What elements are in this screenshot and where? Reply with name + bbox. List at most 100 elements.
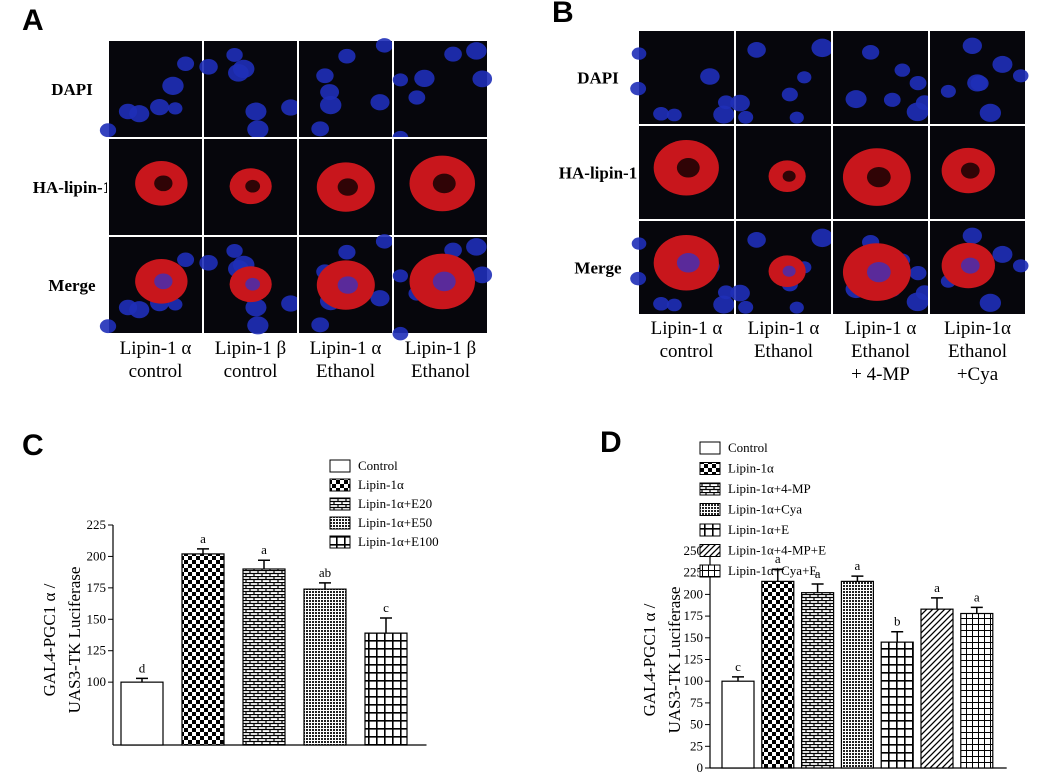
bar [880, 641, 914, 769]
column-label: Ethanol [316, 361, 375, 382]
nucleus [247, 316, 269, 335]
nucleus [781, 87, 798, 102]
legend-swatch [329, 459, 351, 473]
nucleus [168, 102, 183, 115]
y-axis-label: UAS3-TK Luciferase [665, 587, 684, 734]
nucleus [630, 271, 647, 286]
nucleus [392, 73, 408, 87]
significance-letter: a [974, 589, 980, 604]
legend-label: Lipin-1α+4-MP [728, 481, 811, 496]
nucleus [940, 84, 956, 98]
column-label: Lipin-1α [944, 318, 1011, 339]
row-label: HA-lipin-1 [33, 178, 111, 197]
nucleus [845, 90, 867, 109]
y-axis-label: GAL4-PGC1 α / [640, 603, 659, 716]
nucleus [653, 297, 670, 311]
cell-nucleus [245, 277, 261, 291]
nucleus [444, 46, 462, 62]
legend-swatch [699, 482, 721, 496]
nucleus [472, 266, 493, 284]
cell-nucleus [866, 261, 891, 283]
bar [242, 568, 286, 746]
y-tick-label: 225 [684, 565, 704, 580]
y-tick-label: 200 [684, 586, 704, 601]
column-label: Lipin-1 α [651, 318, 723, 339]
nucleus [150, 98, 170, 116]
y-tick-label: 125 [684, 652, 704, 667]
y-tick-label: 200 [87, 548, 107, 563]
cell-nucleus [154, 273, 173, 290]
cell-nucleus [154, 175, 173, 192]
nucleus [245, 298, 267, 317]
micrograph [107, 39, 204, 139]
column-label: Lipin-1 α [120, 338, 192, 359]
y-tick-label: 75 [690, 695, 703, 710]
nucleus [129, 105, 150, 123]
bar [800, 592, 835, 769]
error-bar [970, 606, 983, 614]
legend-swatch [329, 478, 351, 492]
significance-letter: a [261, 542, 267, 557]
nucleus [247, 120, 269, 139]
nucleus [232, 59, 255, 79]
nucleus [199, 58, 218, 75]
legend-label: Lipin-1α+E [728, 522, 789, 537]
nucleus [979, 293, 1002, 312]
error-bar [136, 677, 148, 683]
nucleus [979, 103, 1002, 122]
nucleus [311, 317, 329, 333]
nucleus [338, 244, 356, 260]
nucleus [738, 300, 754, 314]
nucleus [630, 81, 647, 96]
nucleus [1012, 259, 1029, 273]
nucleus [631, 47, 647, 60]
cell-nucleus [676, 252, 700, 273]
error-bar [771, 568, 784, 582]
nucleus [177, 56, 195, 71]
significance-letter: c [383, 600, 389, 615]
panel-letter: A [22, 4, 44, 37]
column-label: Lipin-1 α [748, 318, 820, 339]
nucleus [392, 269, 408, 283]
significance-letter: c [735, 659, 741, 674]
bar [120, 681, 164, 746]
significance-letter: a [815, 566, 821, 581]
error-bar [851, 575, 864, 582]
nucleus [408, 90, 426, 105]
column-label: control [224, 361, 278, 382]
legend-swatch [699, 441, 721, 455]
nucleus [962, 37, 982, 54]
nucleus [789, 111, 804, 124]
nucleus [717, 95, 735, 110]
column-label: + 4-MP [851, 364, 910, 385]
nucleus [226, 47, 243, 62]
column-label: Lipin-1 β [215, 338, 286, 359]
panel-letter: D [600, 426, 622, 459]
error-bar [380, 617, 392, 634]
nucleus [738, 110, 754, 124]
column-label: Ethanol [851, 341, 910, 362]
legend-label: Lipin-1α+E50 [358, 515, 432, 530]
cell-nucleus [337, 178, 358, 196]
nucleus [666, 108, 682, 122]
significance-letter: a [200, 531, 206, 546]
nucleus [631, 237, 647, 250]
nucleus [199, 254, 218, 271]
nucleus [862, 44, 880, 60]
bar [303, 588, 347, 746]
cell-nucleus [782, 265, 796, 277]
legend-swatch [699, 523, 721, 537]
significance-letter: b [894, 614, 901, 629]
nucleus [992, 55, 1013, 73]
nucleus [392, 326, 409, 341]
cell-nucleus [782, 170, 796, 182]
nucleus [653, 107, 670, 121]
nucleus [466, 42, 487, 60]
column-label: Ethanol [948, 341, 1007, 362]
nucleus [226, 243, 243, 258]
nucleus [713, 295, 735, 314]
bar [721, 680, 755, 769]
cell-nucleus [676, 157, 700, 178]
legend-label: Lipin-1α+E20 [358, 496, 432, 511]
